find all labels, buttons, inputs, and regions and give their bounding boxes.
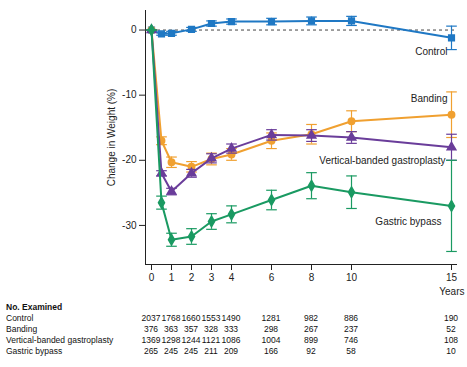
svg-text:Banding: Banding	[411, 93, 448, 104]
html-text:357: 357	[183, 324, 199, 334]
html-text:1004: 1004	[261, 335, 281, 345]
svg-text:8: 8	[309, 272, 315, 283]
html-text:52: 52	[446, 324, 456, 334]
html-text:Vertical-banded gastroplasty: Vertical-banded gastroplasty	[6, 335, 114, 345]
svg-text:0: 0	[131, 24, 137, 35]
html-text:899: 899	[303, 335, 319, 345]
html-text:58: 58	[346, 346, 356, 356]
html-text:209: 209	[223, 346, 239, 356]
svg-text:1: 1	[169, 272, 175, 283]
html-text:363: 363	[163, 324, 179, 334]
svg-text:Control: Control	[415, 46, 447, 57]
html-text:265: 265	[143, 346, 159, 356]
svg-text:Change in Weight (%): Change in Weight (%)	[106, 89, 117, 187]
html-text:245: 245	[163, 346, 179, 356]
svg-text:-10: -10	[122, 89, 137, 100]
html-text:Control: Control	[6, 313, 34, 323]
html-text:746: 746	[343, 335, 359, 345]
svg-text:10: 10	[346, 272, 358, 283]
html-text:1369 1298 1244 1121 1086: 1369 1298 1244 1121 1086	[141, 335, 241, 345]
svg-text:15: 15	[446, 272, 458, 283]
html-text:237: 237	[343, 324, 359, 334]
svg-text:-20: -20	[122, 154, 137, 165]
html-text:2037 1768 1660 1553 1490: 2037 1768 1660 1553 1490	[141, 313, 241, 323]
html-text:190: 190	[443, 313, 459, 323]
html-text:211: 211	[204, 346, 218, 356]
html-text:267: 267	[303, 324, 319, 334]
html-text:298: 298	[263, 324, 279, 334]
svg-text:2: 2	[189, 272, 195, 283]
html-text:328: 328	[203, 324, 219, 334]
svg-text:0: 0	[149, 272, 155, 283]
svg-text:Gastric bypass: Gastric bypass	[375, 216, 441, 227]
svg-text:3: 3	[209, 272, 215, 283]
svg-text:6: 6	[269, 272, 275, 283]
html-text:108: 108	[443, 335, 459, 345]
html-text:10: 10	[446, 346, 456, 356]
html-text:982: 982	[303, 313, 319, 323]
html-text:245: 245	[183, 346, 199, 356]
html-text:Banding: Banding	[6, 324, 38, 334]
html-text:No. Examined: No. Examined	[6, 302, 63, 312]
svg-text:-30: -30	[122, 220, 137, 231]
html-text:333: 333	[223, 324, 239, 334]
html-text:92: 92	[306, 346, 316, 356]
html-text:166: 166	[263, 346, 279, 356]
html-text:Gastric bypass: Gastric bypass	[6, 346, 63, 356]
svg-text:Vertical-banded gastroplasty: Vertical-banded gastroplasty	[319, 155, 445, 166]
svg-text:Years: Years	[439, 286, 464, 297]
html-text:1281: 1281	[261, 313, 281, 323]
html-text:376: 376	[143, 324, 159, 334]
svg-text:4: 4	[229, 272, 235, 283]
html-text:886: 886	[343, 313, 359, 323]
